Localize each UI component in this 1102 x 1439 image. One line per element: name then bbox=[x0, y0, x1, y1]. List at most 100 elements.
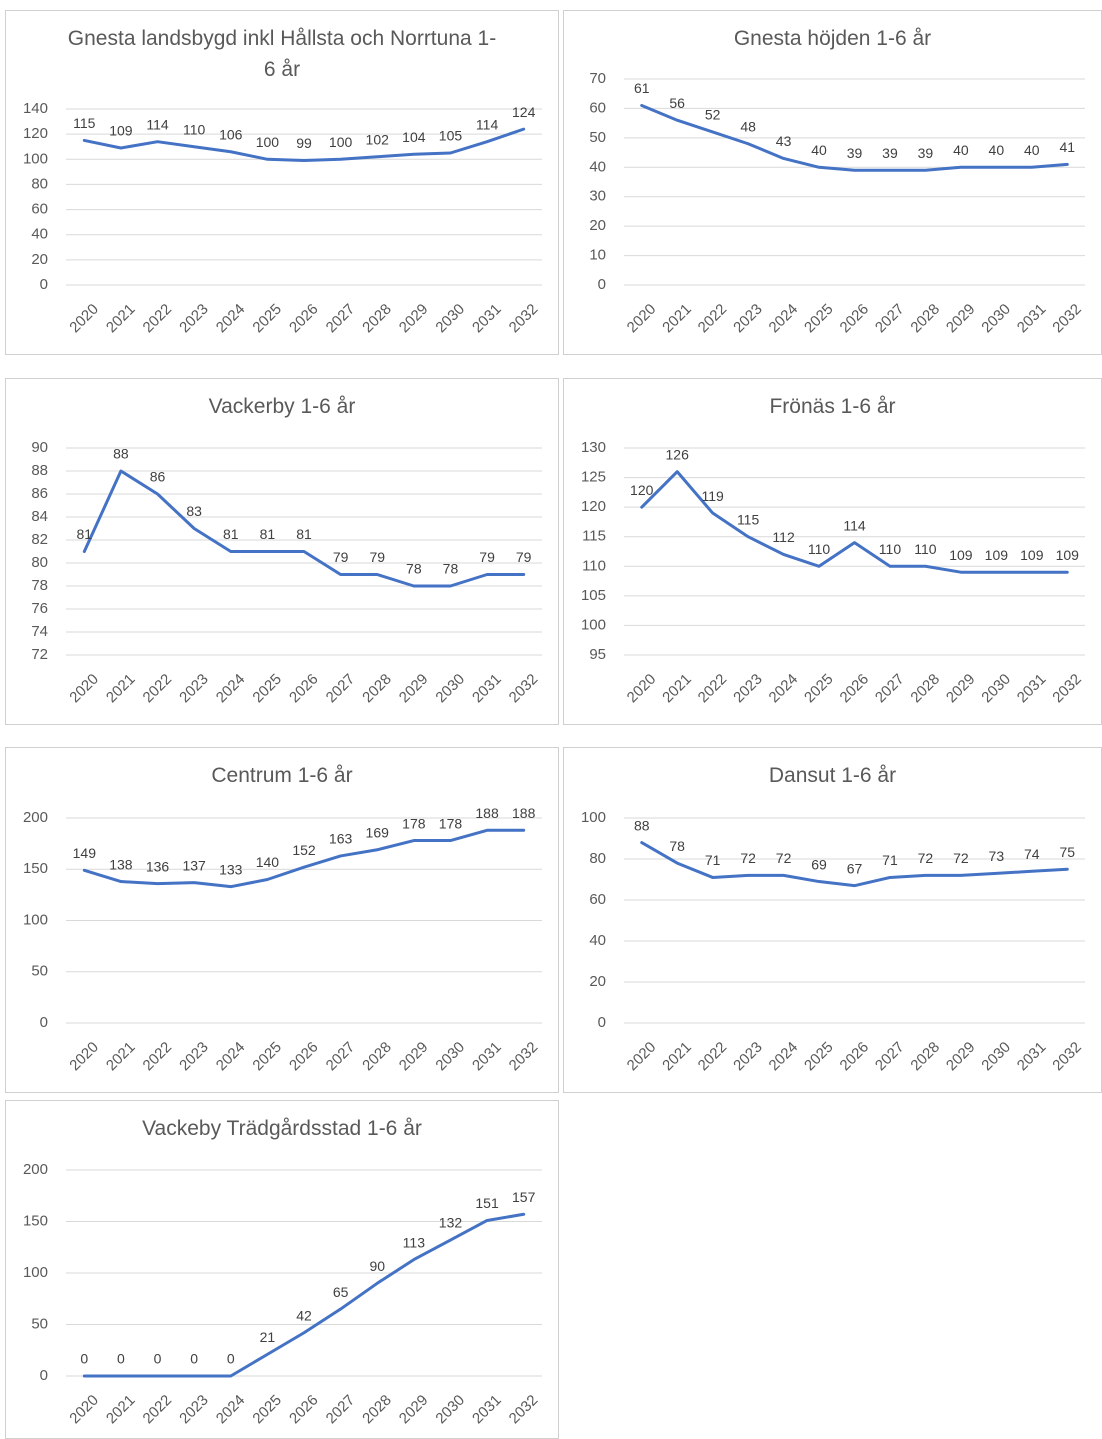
x-tick-label: 2029 bbox=[943, 301, 979, 337]
x-tick-label: 2021 bbox=[659, 671, 695, 707]
data-label: 71 bbox=[705, 852, 721, 868]
data-label: 110 bbox=[808, 541, 831, 557]
data-label: 188 bbox=[475, 805, 499, 821]
x-tick-label: 2030 bbox=[432, 671, 468, 707]
data-label: 105 bbox=[439, 128, 463, 144]
x-tick-label: 2025 bbox=[801, 671, 837, 707]
y-tick-label: 82 bbox=[31, 531, 48, 548]
x-tick-label: 2030 bbox=[978, 301, 1014, 337]
data-label: 72 bbox=[953, 850, 969, 866]
data-label: 124 bbox=[512, 104, 536, 120]
y-tick-label: 10 bbox=[589, 247, 606, 264]
data-label: 110 bbox=[183, 121, 206, 137]
x-tick-label: 2022 bbox=[140, 1392, 176, 1428]
x-tick-label: 2023 bbox=[176, 1392, 212, 1428]
x-tick-label: 2032 bbox=[506, 1039, 542, 1075]
data-label: 79 bbox=[333, 549, 349, 565]
data-label: 163 bbox=[329, 831, 353, 847]
y-tick-label: 200 bbox=[23, 809, 48, 826]
data-label: 39 bbox=[882, 145, 898, 161]
x-tick-label: 2023 bbox=[730, 1039, 766, 1075]
data-label: 73 bbox=[989, 848, 1005, 864]
x-tick-label: 2021 bbox=[659, 301, 695, 337]
x-tick-label: 2032 bbox=[1049, 1039, 1085, 1075]
data-label: 119 bbox=[701, 488, 724, 504]
y-tick-label: 60 bbox=[589, 891, 606, 908]
y-tick-label: 20 bbox=[589, 973, 606, 990]
x-tick-label: 2028 bbox=[907, 301, 943, 337]
y-tick-label: 150 bbox=[23, 860, 48, 877]
data-label: 79 bbox=[479, 549, 495, 565]
x-tick-label: 2027 bbox=[323, 301, 359, 337]
x-tick-label: 2032 bbox=[1049, 671, 1085, 707]
data-label: 43 bbox=[776, 133, 792, 149]
data-label: 81 bbox=[77, 526, 93, 542]
data-label: 138 bbox=[109, 856, 133, 872]
data-label: 71 bbox=[882, 852, 898, 868]
data-label: 109 bbox=[1020, 547, 1044, 563]
data-label: 86 bbox=[150, 469, 166, 485]
x-tick-label: 2026 bbox=[837, 301, 873, 337]
data-label: 78 bbox=[406, 561, 422, 577]
data-label: 113 bbox=[403, 1234, 426, 1250]
y-tick-label: 100 bbox=[23, 1264, 48, 1281]
y-tick-label: 200 bbox=[23, 1161, 48, 1178]
x-tick-label: 2020 bbox=[66, 671, 102, 707]
line bbox=[82, 469, 526, 588]
data-label: 109 bbox=[1056, 547, 1080, 563]
x-tick-label: 2020 bbox=[624, 1039, 660, 1075]
data-label: 133 bbox=[219, 861, 243, 877]
data-label: 79 bbox=[516, 549, 532, 565]
y-tick-label: 100 bbox=[23, 911, 48, 928]
x-tick-label: 2025 bbox=[249, 1392, 285, 1428]
data-label: 21 bbox=[260, 1329, 276, 1345]
x-tick-label: 2024 bbox=[213, 1039, 249, 1075]
x-tick-label: 2026 bbox=[837, 1039, 873, 1075]
x-tick-label: 2025 bbox=[801, 1039, 837, 1075]
data-label: 72 bbox=[776, 850, 792, 866]
data-label: 65 bbox=[333, 1284, 349, 1300]
chart-panel: 0 50 100 150 200 2020 2021 2022 2023 2024 2025 2026… bbox=[5, 1100, 559, 1439]
x-tick-label: 2023 bbox=[730, 671, 766, 707]
x-tick-label: 2021 bbox=[103, 301, 139, 337]
data-label: 75 bbox=[1059, 844, 1075, 860]
x-tick-label: 2028 bbox=[359, 671, 395, 707]
data-label: 110 bbox=[914, 541, 937, 557]
y-tick-label: 100 bbox=[581, 809, 606, 826]
chart-title: Frönäs 1-6 år bbox=[769, 395, 896, 418]
data-label: 99 bbox=[296, 135, 312, 151]
x-tick-label: 2027 bbox=[323, 1392, 359, 1428]
x-tick-label: 2032 bbox=[506, 301, 542, 337]
y-tick-label: 130 bbox=[581, 439, 606, 456]
y-tick-label: 20 bbox=[589, 217, 606, 234]
data-label: 109 bbox=[949, 547, 973, 563]
chart: 0 50 100 150 200 2020 2021 2022 2023 2024 2025 2026… bbox=[23, 1161, 542, 1428]
line bbox=[82, 127, 526, 163]
x-tick-label: 2024 bbox=[766, 1039, 802, 1075]
y-tick-label: 60 bbox=[589, 99, 606, 116]
data-label: 39 bbox=[847, 145, 863, 161]
data-label: 120 bbox=[630, 482, 654, 498]
y-tick-label: 40 bbox=[589, 158, 606, 175]
x-tick-label: 2031 bbox=[1014, 671, 1050, 707]
chart-title: Vackerby 1-6 år bbox=[208, 395, 356, 418]
y-tick-label: 70 bbox=[589, 70, 606, 87]
data-label: 104 bbox=[402, 129, 426, 145]
y-tick-label: 90 bbox=[31, 439, 48, 456]
chart-panel: 0 10 20 30 40 50 60 70 2020 2021 2022 2023 2024 2025 2… bbox=[563, 10, 1102, 355]
x-tick-label: 2025 bbox=[249, 1039, 285, 1075]
x-tick-label: 2021 bbox=[659, 1039, 695, 1075]
data-label: 42 bbox=[296, 1307, 312, 1323]
x-tick-label: 2024 bbox=[213, 301, 249, 337]
y-tick-label: 86 bbox=[31, 485, 48, 502]
x-tick-label: 2022 bbox=[140, 671, 176, 707]
x-tick-label: 2025 bbox=[249, 301, 285, 337]
x-tick-label: 2029 bbox=[396, 671, 432, 707]
x-tick-label: 2024 bbox=[766, 671, 802, 707]
data-label: 0 bbox=[154, 1351, 162, 1367]
data-label: 151 bbox=[475, 1195, 499, 1211]
x-tick-label: 2028 bbox=[907, 671, 943, 707]
data-label: 115 bbox=[73, 115, 96, 131]
chart: 0 20 40 60 80 100 2020 2021 2022 2023 2024 2025 2026… bbox=[581, 809, 1085, 1075]
chart-panel: 0 50 100 150 200 2020 2021 2022 2023 2024 2025 2026… bbox=[5, 747, 559, 1093]
